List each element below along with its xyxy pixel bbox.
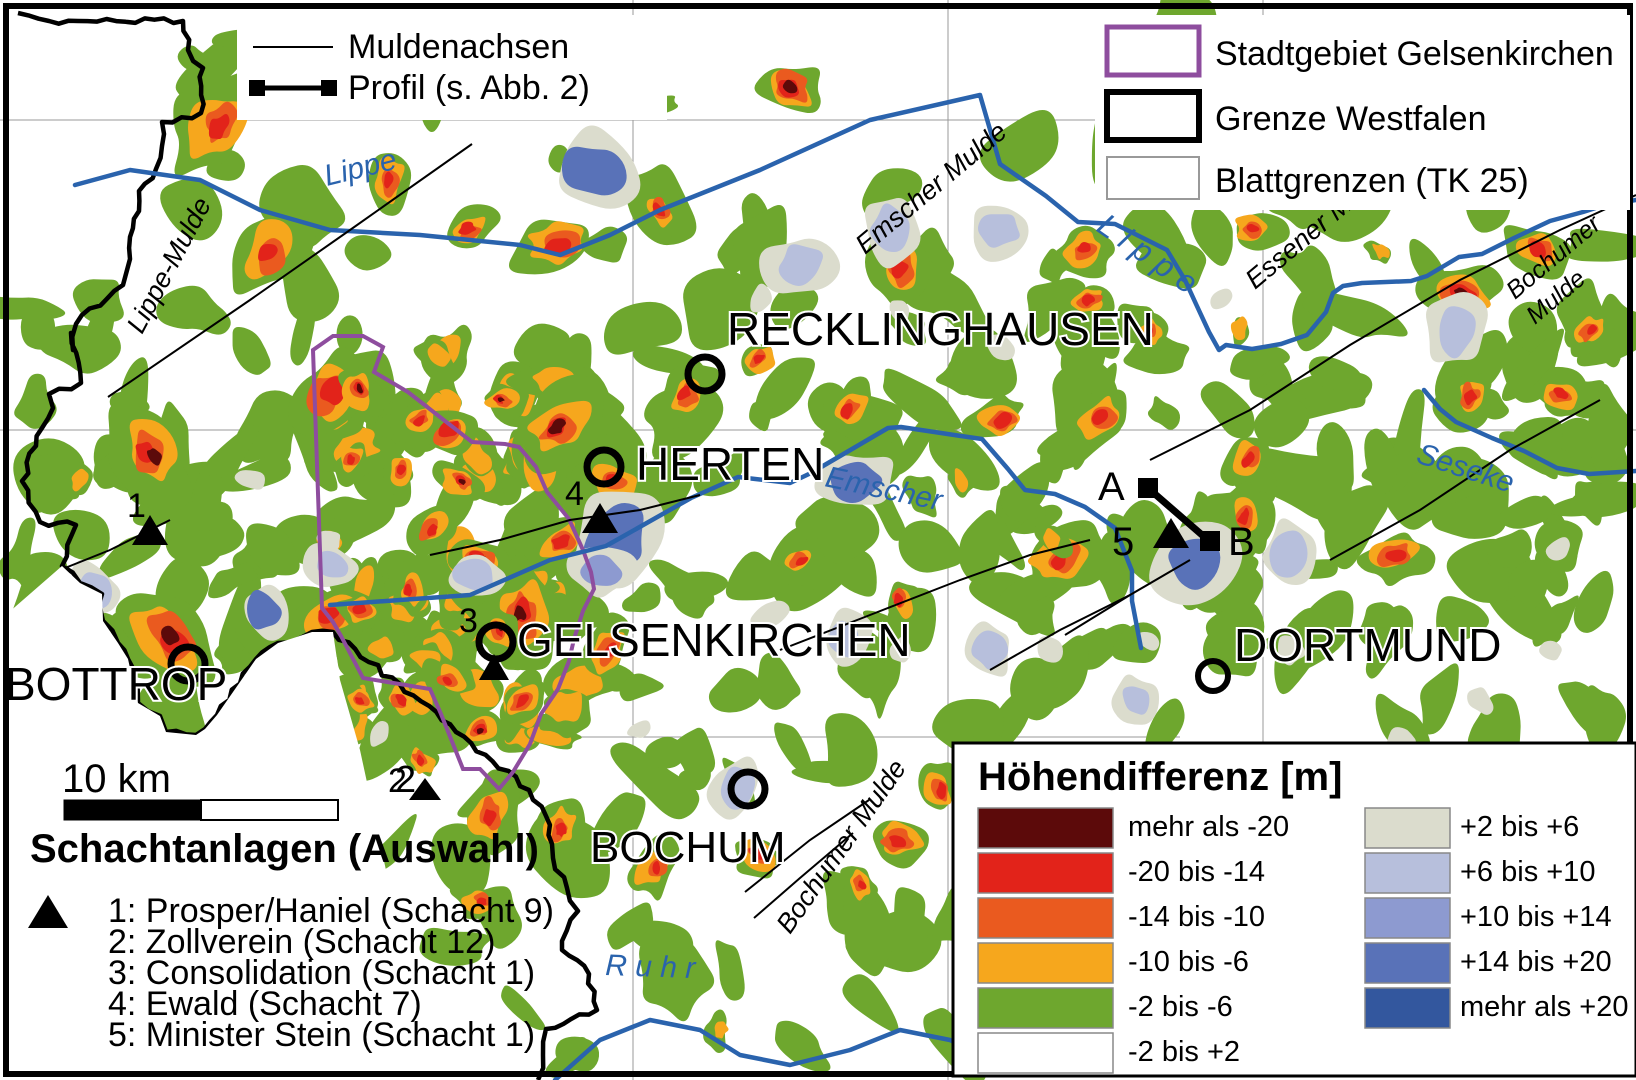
svg-text:Profil (s. Abb. 2): Profil (s. Abb. 2) — [348, 69, 590, 107]
svg-text:BOTTROP: BOTTROP — [5, 658, 227, 710]
svg-text:Muldenachsen: Muldenachsen — [348, 28, 569, 66]
svg-text:Höhendifferenz [m]: Höhendifferenz [m] — [978, 755, 1342, 799]
svg-text:-10 bis -6: -10 bis -6 — [1128, 946, 1249, 978]
svg-text:RECKLINGHAUSEN: RECKLINGHAUSEN — [727, 303, 1154, 355]
svg-text:Blattgrenzen (TK 25): Blattgrenzen (TK 25) — [1215, 162, 1529, 200]
svg-text:-2 bis +2: -2 bis +2 — [1128, 1036, 1240, 1068]
svg-text:-20 bis -14: -20 bis -14 — [1128, 856, 1265, 888]
svg-text:HERTEN: HERTEN — [636, 438, 824, 490]
svg-text:+2 bis +6: +2 bis +6 — [1460, 811, 1579, 843]
svg-text:mehr als +20: mehr als +20 — [1460, 991, 1628, 1023]
svg-text:+10 bis +14: +10 bis +14 — [1460, 901, 1612, 933]
svg-text:4: 4 — [565, 475, 584, 513]
svg-text:+6 bis +10: +6 bis +10 — [1460, 856, 1595, 888]
svg-text:1: 1 — [127, 487, 146, 525]
svg-text:A: A — [1098, 465, 1125, 509]
svg-text:B: B — [1228, 520, 1255, 564]
svg-text:GELSENKIRCHEN: GELSENKIRCHEN — [517, 614, 911, 666]
svg-text:5: 5 — [1112, 520, 1134, 564]
svg-text:DORTMUND: DORTMUND — [1234, 619, 1501, 671]
svg-text:Stadtgebiet Gelsenkirchen: Stadtgebiet Gelsenkirchen — [1215, 35, 1614, 73]
svg-text:R u h r: R u h r — [605, 949, 697, 985]
svg-text:-2 bis -6: -2 bis -6 — [1128, 991, 1233, 1023]
svg-text:-14 bis -10: -14 bis -10 — [1128, 901, 1265, 933]
svg-text:BOCHUM: BOCHUM — [590, 823, 786, 872]
svg-text:+14 bis +20: +14 bis +20 — [1460, 946, 1612, 978]
svg-text:3: 3 — [459, 602, 478, 640]
svg-text:5: Minister Stein (Schacht 1): 5: Minister Stein (Schacht 1) — [108, 1016, 535, 1054]
svg-text:Grenze Westfalen: Grenze Westfalen — [1215, 100, 1487, 138]
svg-text:mehr als -20: mehr als -20 — [1128, 811, 1289, 843]
svg-text:10 km: 10 km — [62, 757, 171, 801]
svg-text:Schachtanlagen (Auswahl): Schachtanlagen (Auswahl) — [30, 827, 539, 871]
